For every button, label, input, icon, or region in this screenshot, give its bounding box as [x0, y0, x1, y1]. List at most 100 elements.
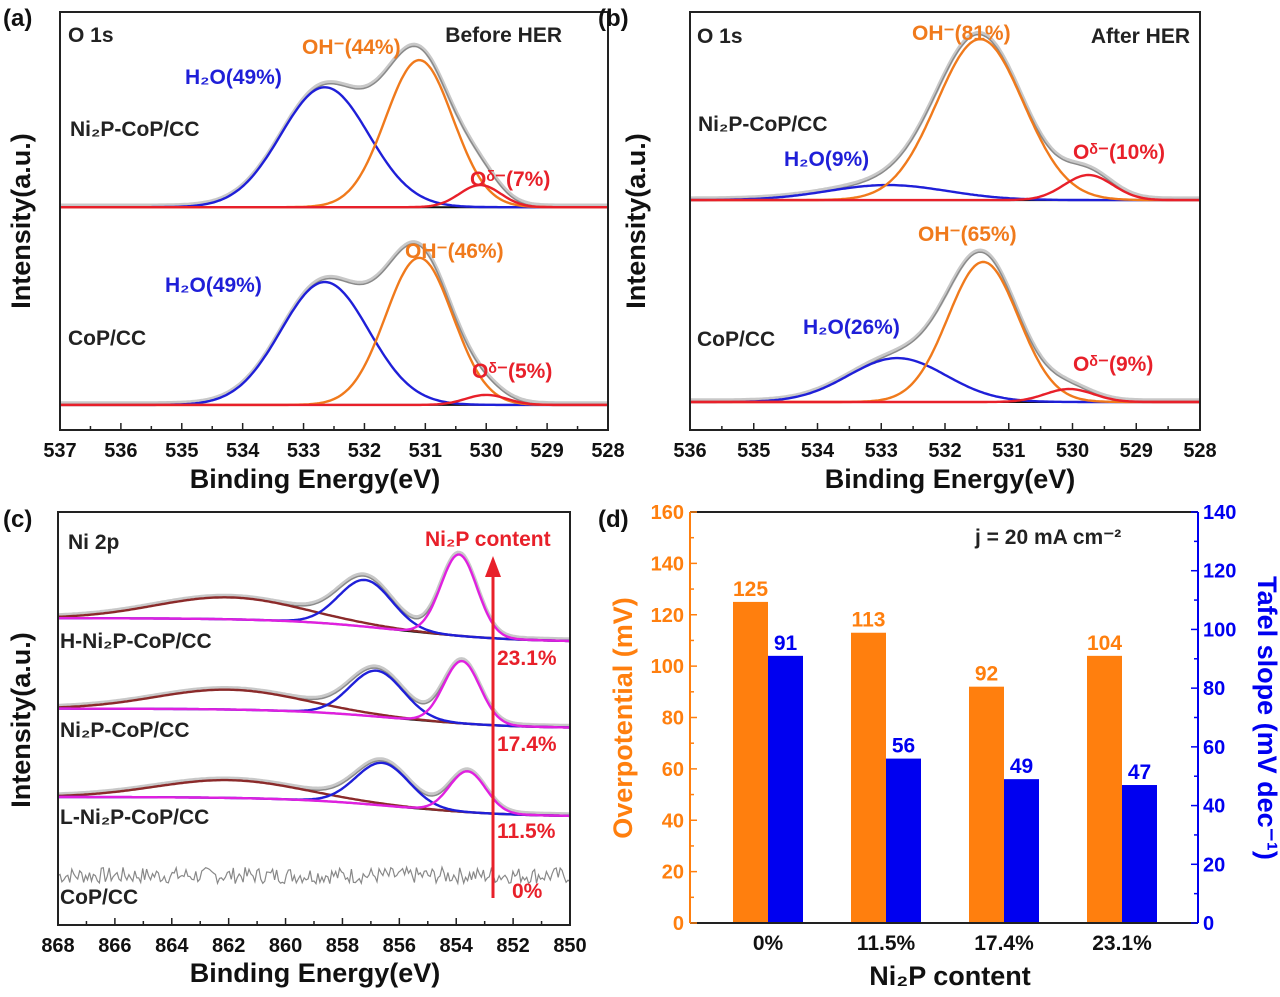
- component-curve-1-2: [60, 393, 608, 407]
- x-axis-label-c: Binding Energy(eV): [190, 958, 441, 988]
- component-curve-0-2: [60, 183, 608, 209]
- right-tick-label: 120: [1203, 561, 1236, 583]
- y-axis-label-a: Intensity(a.u.): [6, 133, 36, 309]
- raw-data-curve: [60, 42, 608, 208]
- x-tick-label: 858: [326, 935, 359, 957]
- bar-tafel-slope: [768, 655, 803, 923]
- left-tick-label: 80: [662, 708, 684, 730]
- panel-b-annotation: After HER: [1091, 25, 1190, 48]
- bar-tafel-slope: [1004, 779, 1039, 923]
- x-tick-label: 866: [98, 935, 131, 957]
- right-tick-label: 80: [1203, 678, 1225, 700]
- bar-value-label: 125: [733, 578, 768, 601]
- right-tick-label: 60: [1203, 737, 1225, 759]
- right-tick-label: 40: [1203, 796, 1225, 818]
- label-od-b1: Oᵟ⁻(10%): [1073, 141, 1165, 164]
- left-tick-label: 140: [651, 553, 684, 575]
- bar-value-label: 104: [1087, 632, 1122, 655]
- raw-data-curve: [690, 248, 1200, 403]
- content-label-c3: 11.5%: [497, 820, 556, 843]
- sample-label-c2: Ni₂P-CoP/CC: [60, 719, 190, 742]
- left-tick-label: 60: [662, 759, 684, 781]
- x-tick-label: 528: [591, 440, 624, 462]
- x-tick-label: 531: [409, 440, 442, 462]
- bar-value-label: 56: [892, 735, 915, 758]
- left-tick-label: 40: [662, 810, 684, 832]
- x-tick-label: 533: [287, 440, 320, 462]
- x-tick-label: 533: [865, 440, 898, 462]
- label-od-a2: Oᵟ⁻(5%): [472, 360, 552, 383]
- x-tick-label: 864: [155, 935, 189, 957]
- panel-c: (c) Ni 2p Ni₂P content H-Ni₂P-CoP/CC 23.…: [3, 506, 557, 988]
- sample-label-b2: CoP/CC: [697, 328, 775, 351]
- label-oh-a1: OH⁻(44%): [302, 36, 401, 59]
- x-tick-label: 868: [41, 935, 74, 957]
- bar-value-label: 92: [975, 663, 998, 686]
- plot-layer: 537 536 535 534 533 532 531 530 529 528 536 535 534 5…: [41, 11, 1236, 957]
- panel-b-letter: (b): [598, 5, 629, 32]
- label-oh-b2: OH⁻(65%): [918, 223, 1017, 246]
- left-tick-label: 160: [651, 502, 684, 524]
- x-tick-label: 531: [992, 440, 1025, 462]
- sample-label-c4: CoP/CC: [60, 886, 138, 909]
- bar-overpotential: [1087, 655, 1122, 923]
- sample-label-a2: CoP/CC: [68, 327, 146, 350]
- bar-value-label: 47: [1128, 761, 1151, 784]
- panel-d: (d) j = 20 mA cm⁻² Ni₂P content Overpote…: [598, 506, 1280, 991]
- panel-c-title: Ni 2p: [68, 531, 119, 554]
- y-axis-label-left: Overpotential (mV): [608, 597, 638, 839]
- x-axis-label-a: Binding Energy(eV): [190, 464, 441, 494]
- right-tick-label: 100: [1203, 619, 1236, 641]
- x-tick-label: 530: [470, 440, 503, 462]
- panel-d-letter: (d): [598, 506, 629, 533]
- x-tick-label: 536: [673, 440, 706, 462]
- x-tick-label: 532: [928, 440, 961, 462]
- component-curve-0-2: [690, 173, 1200, 202]
- content-arrow-label: Ni₂P content: [425, 528, 551, 551]
- bar-overpotential: [851, 632, 886, 923]
- x-tick-label: 535: [165, 440, 198, 462]
- y-axis-label-c: Intensity(a.u.): [6, 632, 36, 808]
- label-oh-a2: OH⁻(46%): [405, 240, 504, 263]
- label-h2o-b2: H₂O(26%): [803, 316, 900, 339]
- panel-a-title: O 1s: [68, 24, 114, 47]
- component-curve-1-2: [58, 659, 571, 729]
- right-tick-label: 140: [1203, 502, 1236, 524]
- panel-c-letter: (c): [3, 506, 32, 533]
- current-density-annotation: j = 20 mA cm⁻²: [974, 526, 1121, 549]
- component-curve-2-2: [58, 770, 571, 818]
- x-tick-label: 534: [801, 440, 835, 462]
- bar-overpotential: [733, 601, 768, 923]
- label-oh-b1: OH⁻(81%): [912, 22, 1011, 45]
- x-tick-label: 528: [1183, 440, 1216, 462]
- label-od-b2: Oᵟ⁻(9%): [1073, 353, 1153, 376]
- left-tick-label: 0: [673, 913, 684, 935]
- x-tick-label: 534: [226, 440, 260, 462]
- panel-b: (b) O 1s After HER OH⁻(81%) H₂O(9%) Oᵟ⁻(…: [598, 5, 1190, 494]
- panel-a-annotation: Before HER: [445, 24, 562, 47]
- component-curve-0-2: [58, 553, 571, 643]
- x-axis-label-b: Binding Energy(eV): [825, 464, 1076, 494]
- x-tick-label: 529: [1120, 440, 1153, 462]
- noise-spectrum: [57, 865, 571, 886]
- bar-value-label: 49: [1010, 755, 1033, 778]
- arrow-head-icon: [485, 556, 501, 577]
- component-curve-1-2: [690, 387, 1200, 404]
- x-tick-label: 850: [553, 935, 586, 957]
- right-tick-label: 0: [1203, 913, 1214, 935]
- panel-a-letter: (a): [3, 5, 32, 32]
- x-tick-label: 860: [269, 935, 302, 957]
- x-tick-label: 535: [737, 440, 770, 462]
- x-tick-label: 530: [1056, 440, 1089, 462]
- x-tick-label: 532: [348, 440, 381, 462]
- component-curve-0-0: [690, 183, 1200, 202]
- x-tick-label: 862: [212, 935, 245, 957]
- panel-b-title: O 1s: [697, 25, 743, 48]
- label-h2o-b1: H₂O(9%): [784, 148, 869, 171]
- x-axis-label-d: Ni₂P content: [869, 961, 1031, 991]
- left-tick-label: 20: [662, 862, 684, 884]
- right-tick-label: 20: [1203, 854, 1225, 876]
- sample-label-c1: H-Ni₂P-CoP/CC: [60, 630, 212, 653]
- content-label-c1: 23.1%: [497, 647, 557, 670]
